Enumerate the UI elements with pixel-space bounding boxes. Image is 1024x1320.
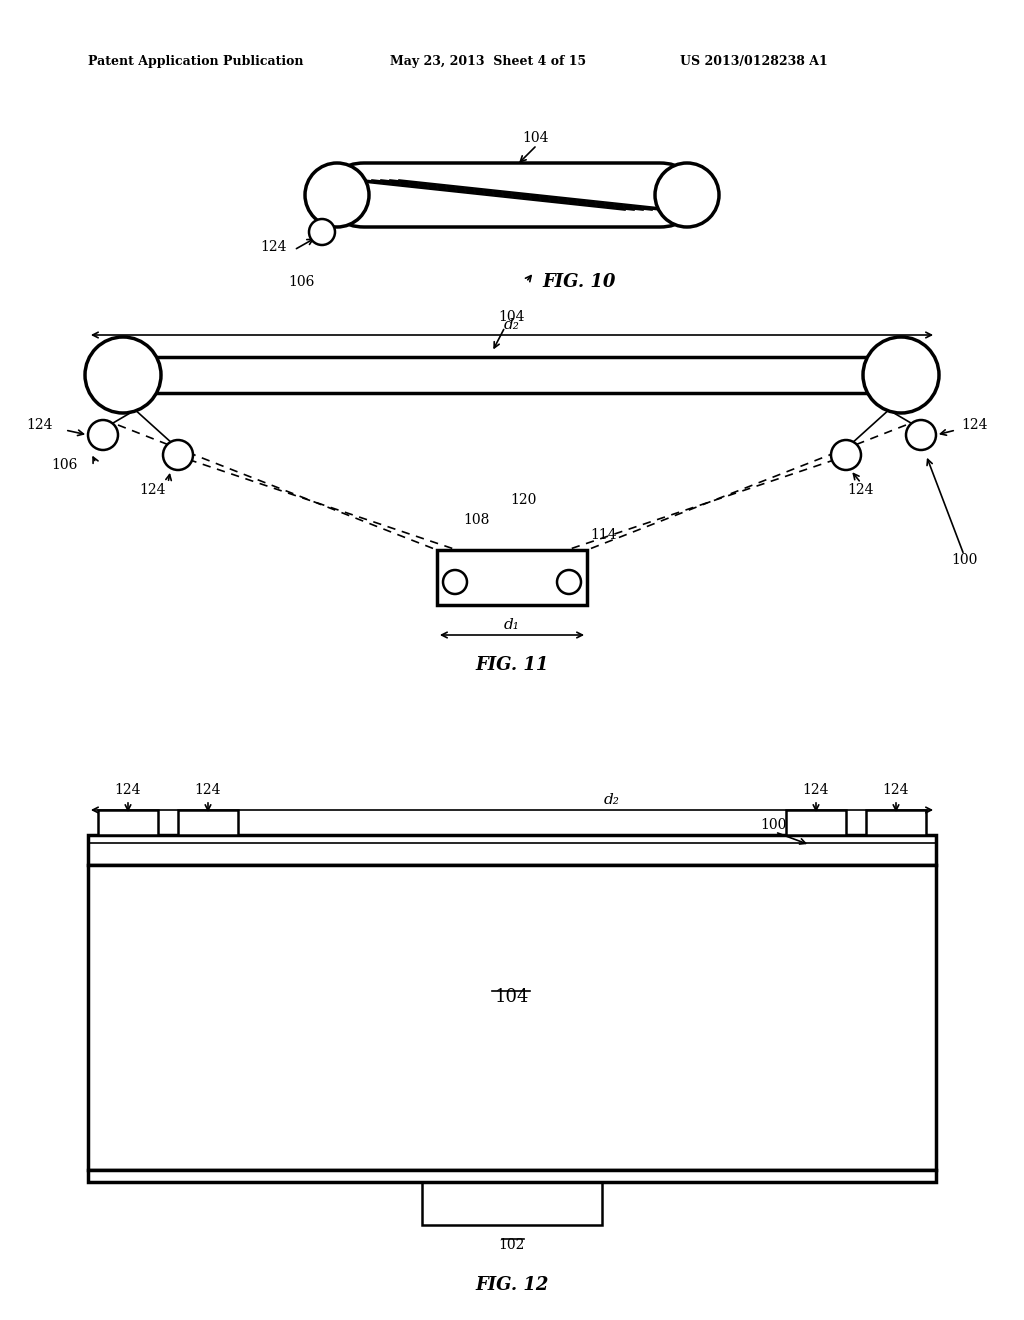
Bar — [786, 810, 846, 836]
Circle shape — [863, 337, 939, 413]
Text: 108: 108 — [464, 513, 490, 527]
Text: 100: 100 — [951, 553, 977, 568]
Text: FIG. 11: FIG. 11 — [475, 656, 549, 675]
Text: 104: 104 — [499, 310, 525, 323]
Circle shape — [85, 337, 161, 413]
Text: 106: 106 — [289, 275, 315, 289]
Text: 124: 124 — [27, 418, 53, 432]
Circle shape — [831, 440, 861, 470]
Bar — [178, 810, 238, 836]
Text: 120: 120 — [510, 492, 537, 507]
Text: 106: 106 — [51, 458, 78, 473]
Circle shape — [88, 420, 118, 450]
Bar — [98, 810, 158, 836]
Bar — [88, 836, 936, 865]
Bar — [88, 865, 936, 1170]
Circle shape — [309, 219, 335, 246]
Text: 100: 100 — [760, 818, 786, 832]
Circle shape — [655, 162, 719, 227]
Text: 124: 124 — [260, 240, 287, 253]
Text: 114: 114 — [590, 528, 616, 543]
Bar — [437, 550, 587, 605]
Text: 124: 124 — [195, 783, 221, 797]
Bar — [88, 1170, 936, 1181]
Bar — [866, 810, 926, 836]
Bar — [123, 356, 901, 393]
Circle shape — [443, 570, 467, 594]
Text: 124: 124 — [139, 483, 166, 498]
Text: 104: 104 — [495, 987, 529, 1006]
Text: d₂: d₂ — [604, 793, 620, 807]
Text: 124: 124 — [115, 783, 141, 797]
Text: 124: 124 — [848, 483, 874, 498]
Text: 124: 124 — [961, 418, 987, 432]
Circle shape — [557, 570, 581, 594]
Text: FIG. 12: FIG. 12 — [475, 1276, 549, 1294]
Text: 102: 102 — [499, 1238, 525, 1251]
Circle shape — [163, 440, 193, 470]
Bar — [422, 1180, 602, 1225]
Circle shape — [305, 162, 369, 227]
Text: May 23, 2013  Sheet 4 of 15: May 23, 2013 Sheet 4 of 15 — [390, 55, 586, 69]
Text: d₁: d₁ — [504, 618, 520, 632]
Text: 124: 124 — [883, 783, 909, 797]
Text: FIG. 10: FIG. 10 — [542, 273, 615, 290]
Text: 102: 102 — [499, 578, 525, 591]
Text: Patent Application Publication: Patent Application Publication — [88, 55, 303, 69]
Text: US 2013/0128238 A1: US 2013/0128238 A1 — [680, 55, 827, 69]
Circle shape — [906, 420, 936, 450]
FancyBboxPatch shape — [332, 162, 692, 227]
Text: 104: 104 — [522, 131, 549, 145]
Text: 124: 124 — [803, 783, 829, 797]
Text: d₂: d₂ — [504, 318, 520, 333]
